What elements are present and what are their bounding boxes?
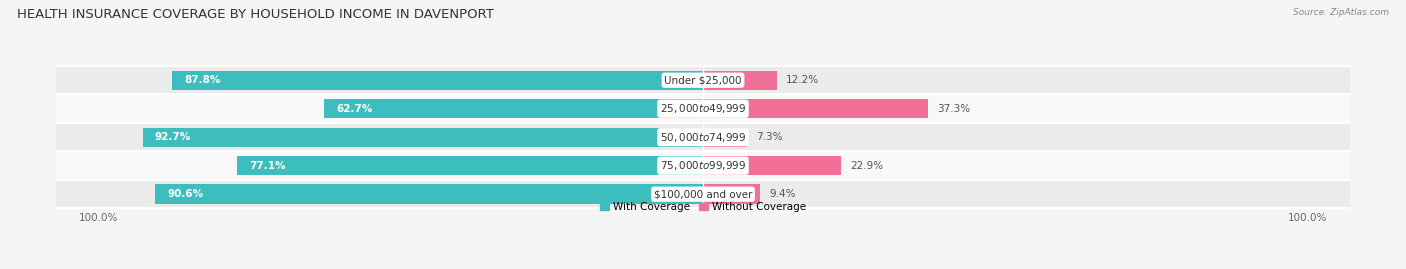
Text: $100,000 and over: $100,000 and over (654, 189, 752, 199)
Bar (323, 99, 703, 118)
Text: Under $25,000: Under $25,000 (664, 75, 742, 85)
Bar (238, 156, 703, 175)
Bar (703, 99, 928, 118)
Text: $75,000 to $99,999: $75,000 to $99,999 (659, 159, 747, 172)
Bar (703, 128, 747, 147)
Bar (173, 70, 703, 90)
Text: $50,000 to $74,999: $50,000 to $74,999 (659, 131, 747, 144)
Bar (142, 128, 703, 147)
Bar (56, 151, 1350, 180)
Bar (156, 185, 703, 204)
Text: 37.3%: 37.3% (938, 104, 970, 114)
Text: 77.1%: 77.1% (249, 161, 285, 171)
Text: 90.6%: 90.6% (167, 189, 204, 199)
Bar (703, 185, 759, 204)
Bar (703, 70, 776, 90)
Text: Source: ZipAtlas.com: Source: ZipAtlas.com (1294, 8, 1389, 17)
Legend: With Coverage, Without Coverage: With Coverage, Without Coverage (600, 202, 806, 212)
Bar (56, 123, 1350, 151)
Text: 87.8%: 87.8% (184, 75, 221, 85)
Bar (56, 94, 1350, 123)
Text: $25,000 to $49,999: $25,000 to $49,999 (659, 102, 747, 115)
Text: 22.9%: 22.9% (851, 161, 883, 171)
Text: 62.7%: 62.7% (336, 104, 373, 114)
Text: 12.2%: 12.2% (786, 75, 818, 85)
Bar (56, 180, 1350, 208)
Text: 7.3%: 7.3% (756, 132, 783, 142)
Text: 92.7%: 92.7% (155, 132, 191, 142)
Text: HEALTH INSURANCE COVERAGE BY HOUSEHOLD INCOME IN DAVENPORT: HEALTH INSURANCE COVERAGE BY HOUSEHOLD I… (17, 8, 494, 21)
Bar (703, 156, 841, 175)
Text: 9.4%: 9.4% (769, 189, 796, 199)
Bar (56, 66, 1350, 94)
